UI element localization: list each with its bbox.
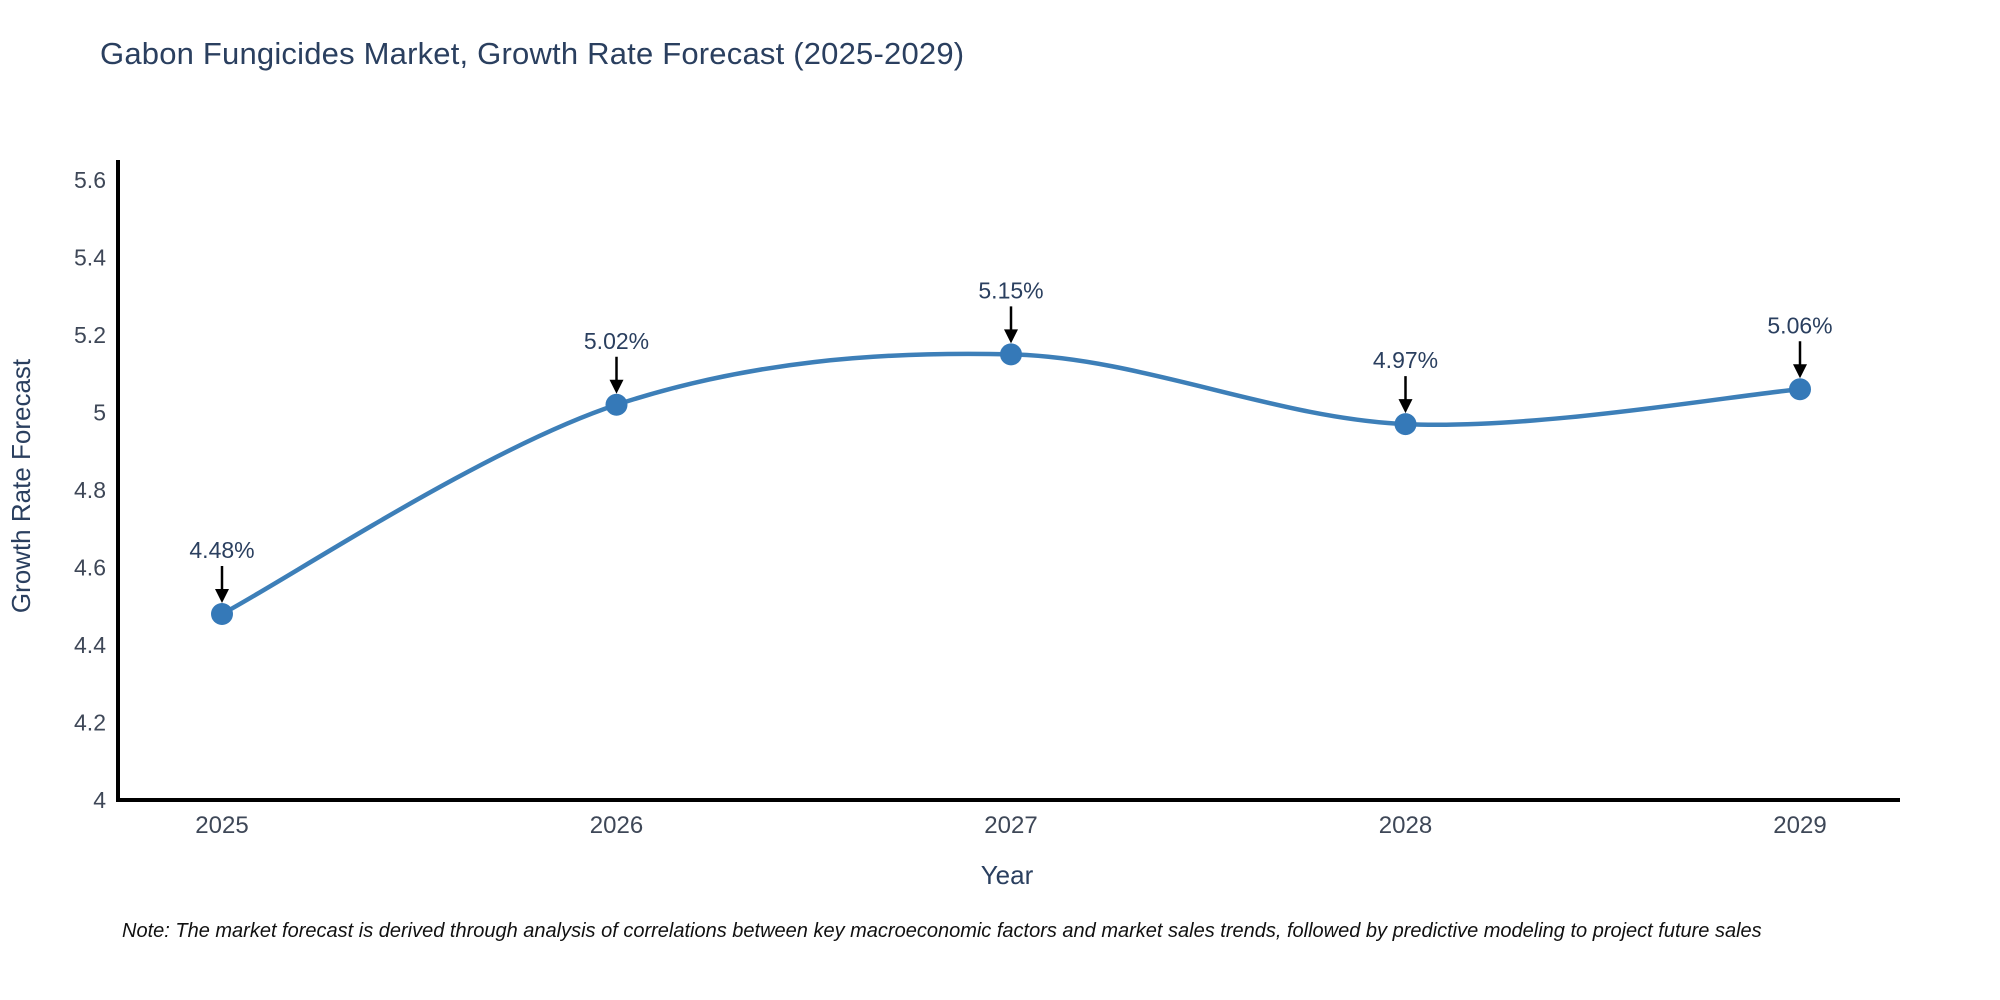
x-tick-label: 2026 bbox=[590, 812, 643, 839]
y-tick-label: 5.4 bbox=[74, 245, 106, 271]
data-point-marker bbox=[211, 603, 233, 625]
y-tick-label: 5 bbox=[93, 400, 106, 426]
data-point-marker bbox=[1789, 378, 1811, 401]
x-tick-label: 2028 bbox=[1379, 812, 1432, 839]
data-point-marker bbox=[605, 393, 628, 416]
y-tick-label: 4.4 bbox=[74, 632, 106, 658]
data-point-marker bbox=[1000, 343, 1022, 366]
data-point-marker bbox=[1394, 413, 1417, 436]
annotation-arrowhead bbox=[215, 589, 229, 603]
y-axis-title: Growth Rate Forecast bbox=[6, 358, 36, 613]
y-tick-label: 4 bbox=[93, 787, 106, 813]
data-point-label: 4.97% bbox=[1373, 347, 1438, 373]
data-point-label: 5.06% bbox=[1767, 312, 1832, 338]
x-tick-label: 2029 bbox=[1773, 812, 1826, 839]
x-tick-label: 2025 bbox=[195, 812, 248, 839]
y-tick-label: 5.2 bbox=[74, 322, 106, 348]
annotation-arrowhead bbox=[1398, 399, 1413, 414]
chart-title: Gabon Fungicides Market, Growth Rate For… bbox=[100, 36, 965, 71]
data-point-label: 4.48% bbox=[189, 537, 254, 563]
annotation-arrowhead bbox=[609, 379, 624, 394]
x-axis-title: Year bbox=[981, 860, 1034, 890]
footnote: Note: The market forecast is derived thr… bbox=[122, 920, 1762, 942]
y-tick-label: 4.6 bbox=[74, 555, 106, 581]
annotation-arrowhead bbox=[1004, 329, 1018, 344]
y-tick-label: 4.8 bbox=[74, 477, 106, 503]
annotation-arrowhead bbox=[1793, 364, 1807, 379]
x-tick-label: 2027 bbox=[984, 812, 1037, 839]
data-point-label: 5.02% bbox=[584, 328, 649, 354]
y-tick-label: 5.6 bbox=[74, 167, 106, 193]
y-tick-label: 4.2 bbox=[74, 710, 106, 736]
data-point-label: 5.15% bbox=[978, 277, 1043, 303]
trend-line bbox=[219, 351, 1803, 617]
